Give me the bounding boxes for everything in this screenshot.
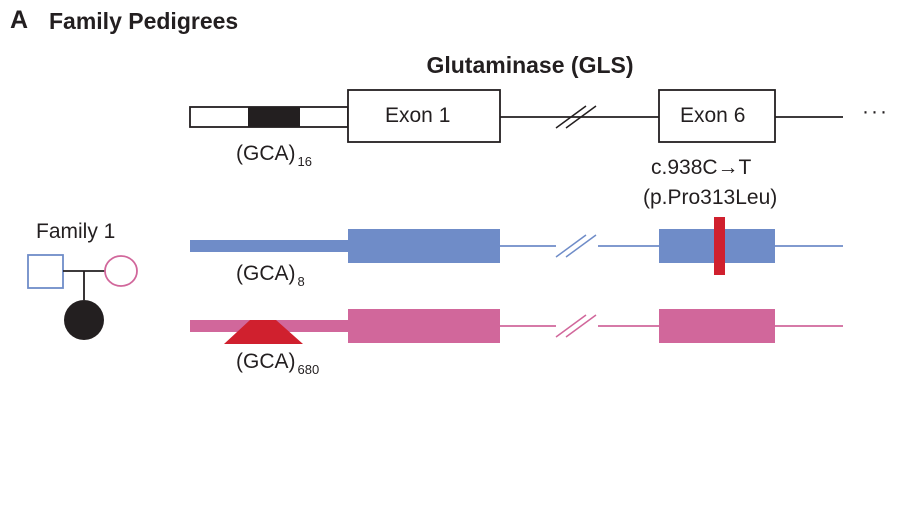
panel-letter: A [10,6,29,34]
break-mark [565,314,597,338]
panel-title: Family Pedigrees [49,8,239,34]
repeat-unit: (GCA) [236,142,296,165]
affected-child-symbol [64,300,104,340]
repeat-count: 16 [297,154,312,169]
utr-bar [190,240,348,252]
paternal-repeat-label: (GCA) 8 [236,262,305,289]
gca-repeat-block [248,107,300,127]
break-mark [555,234,587,258]
variant-protein-label: (p.Pro313Leu) [643,186,778,209]
exon1-bar [348,309,500,343]
father-symbol [27,254,64,289]
reference-repeat-label: (GCA) 16 [236,142,312,169]
mother-symbol [104,255,138,287]
paternal-allele [190,217,843,275]
repeat-unit: (GCA) [236,350,296,373]
exon6-label: Exon 6 [680,104,746,127]
break-mark [555,105,587,129]
gene-title: Glutaminase (GLS) [426,52,634,78]
family-label: Family 1 [36,220,116,243]
break-mark [565,105,597,129]
variant-marker [714,217,725,275]
exon1-bar [348,229,500,263]
repeat-count: 680 [297,362,320,377]
break-mark [555,314,587,338]
repeat-expansion-marker [224,320,303,344]
exon1-box [347,89,501,143]
repeat-count: 8 [297,274,305,289]
pedigree [27,254,138,340]
break-mark [565,234,597,258]
continuation-ellipsis: ··· [862,100,889,123]
exon6-box [658,89,776,143]
reference-gene [189,89,843,143]
exon1-label: Exon 1 [385,104,451,127]
maternal-repeat-label: (GCA) 680 [236,350,320,377]
maternal-allele [190,309,843,344]
repeat-unit: (GCA) [236,262,296,285]
exon6-bar [659,309,775,343]
variant-cdna-label: c.938C→T [651,156,752,179]
